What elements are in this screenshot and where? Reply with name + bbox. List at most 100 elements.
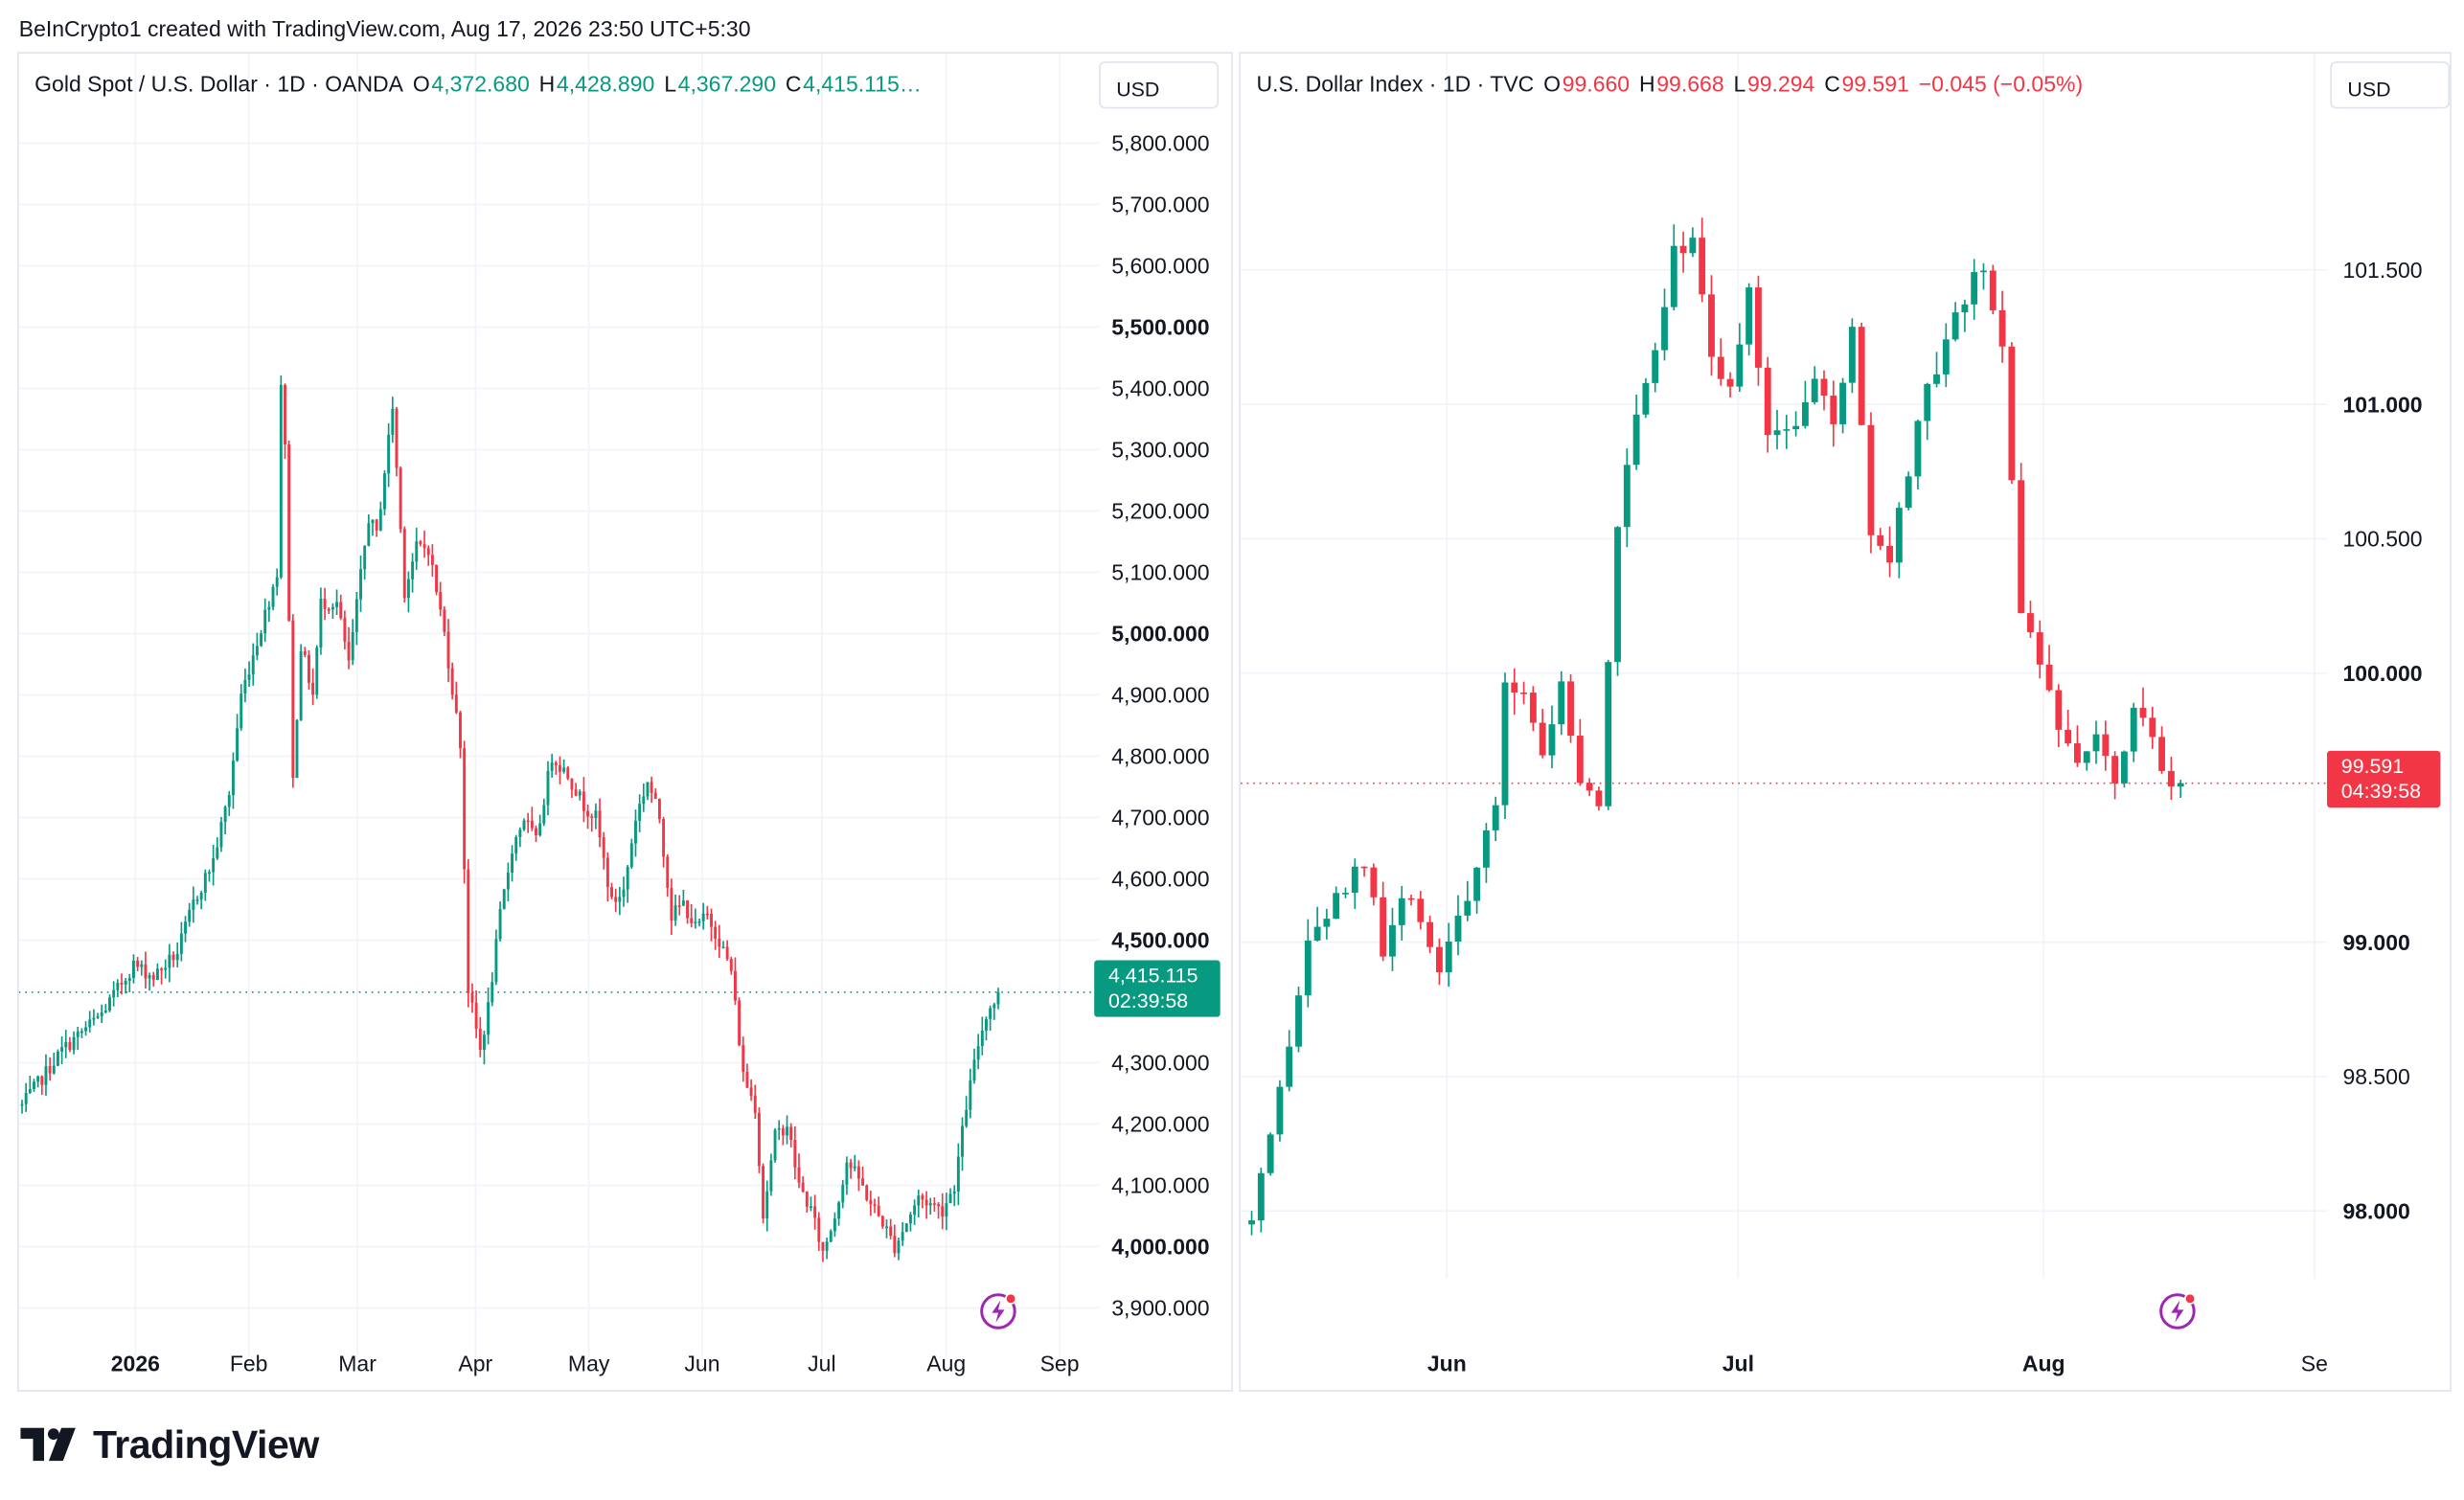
y-tick-label: 5,000.000 [1111,622,1209,647]
candle-body [68,1041,72,1051]
candle-body [307,654,310,683]
candle-body [446,631,450,669]
candle-body [2102,734,2110,757]
dxy-chart-panel[interactable]: 101.500 101.000 100.500 100.000 99.000 98.500… [1239,52,2452,1392]
candle-body [2130,707,2137,752]
gold-symbol-title: Gold Spot / U.S. Dollar · 1D · OANDA [34,70,404,97]
x-tick-label: Aug [926,1351,966,1375]
candle-body [1351,866,1358,894]
candle-body [757,1112,761,1167]
y-tick-label: 101.500 [2342,258,2422,283]
candle-body [188,909,192,922]
candle-body [33,1081,35,1090]
gold-currency-button[interactable]: USD [1099,61,1220,109]
candle-body [1914,420,1922,477]
candle-body [251,655,255,675]
candle-body [522,820,526,830]
candle-body [1370,867,1378,898]
candle-body [1980,270,1987,273]
candle-body [1436,946,1443,973]
candle-body [2167,770,2175,787]
dxy-high-value: 99.668 [1656,70,1724,97]
candle-body [690,918,694,923]
candle-body [1820,378,1828,397]
gold-close-label: C [785,70,802,97]
candle-body [793,1140,797,1168]
candle-body [893,1236,897,1254]
candle-body [797,1167,801,1183]
candle-body [1895,508,1903,563]
x-tick-label: 2026 [111,1351,160,1375]
candle-body [339,602,343,619]
y-tick-label: 100.000 [2342,661,2422,686]
gold-chart-canvas[interactable]: 5,800.000 5,700.000 5,600.000 5,500.000 5,40… [18,53,1231,1390]
candle-body [387,434,391,474]
candle-body [928,1203,932,1206]
grid [18,53,1100,1357]
candle-body [562,767,566,772]
candle-body [825,1241,829,1251]
gold-chart-panel[interactable]: 5,800.000 5,700.000 5,600.000 5,500.000 5,40… [17,52,1233,1392]
candle-body [657,798,661,820]
candle-body [1248,1220,1255,1225]
candle-body [1642,382,1650,415]
dxy-currency-button[interactable]: USD [2330,61,2451,109]
candle-body [1839,382,1847,424]
x-tick-label: Aug [2022,1351,2065,1375]
candle-body [653,792,657,799]
candle-body [351,631,354,661]
candle-body [399,467,402,530]
candle-body [151,975,155,981]
candle-body [714,926,718,939]
lightning-alert-icon[interactable] [2158,1292,2197,1330]
candle-body [729,959,733,971]
candle-body [295,719,299,779]
candle-body [2177,783,2184,787]
candle-body [335,602,339,607]
dxy-change-value: −0.045 (−0.05%) [1918,70,2084,97]
candle-body [1360,866,1368,869]
gold-last-price: 4,415.115 [1107,963,1198,988]
candle-body [263,609,267,634]
dxy-high-label: H [1638,70,1655,97]
candle-body [2120,751,2128,784]
dxy-last-price-tag: 99.591 04:39:58 [2327,750,2441,808]
candle-body [179,933,183,954]
candle-body [120,983,124,985]
candle-body [72,1036,76,1051]
candle-body [992,1004,996,1009]
candle-body [1623,465,1631,528]
candle-body [2036,632,2043,665]
tradingview-logo[interactable]: TradingView [20,1421,319,1468]
y-tick-label: 4,600.000 [1111,867,1209,892]
candle-body [454,694,458,713]
candle-body [745,1071,749,1088]
candle-body [701,913,705,921]
candle-body [634,820,637,844]
candle-body [354,599,358,632]
candle-body [961,1125,964,1157]
gold-low-label: L [664,70,677,97]
candle-body [144,964,148,979]
candle-body [629,843,633,868]
dxy-chart-canvas[interactable]: 101.500 101.000 100.500 100.000 99.000 98.500… [1241,53,2450,1390]
candle-body [2045,664,2053,691]
candle-body [1858,327,1865,425]
candle-body [753,1095,757,1113]
candle-body [1511,682,1518,693]
candle-body [1661,307,1668,351]
y-tick-label: 3,900.000 [1111,1296,1209,1321]
candle-body [511,853,514,874]
lightning-alert-icon[interactable] [979,1292,1017,1330]
candle-body [786,1126,788,1136]
candle-body [880,1216,884,1227]
candle-body [415,541,419,562]
candle-body [897,1240,901,1254]
candle-body [28,1089,32,1094]
candle-body [976,1046,980,1060]
candle-body [450,668,454,695]
candle-body [969,1080,972,1110]
credit-line: BeInCrypto1 created with TradingView.com… [18,15,751,41]
candle-body [602,837,605,858]
candle-body [92,1017,96,1020]
